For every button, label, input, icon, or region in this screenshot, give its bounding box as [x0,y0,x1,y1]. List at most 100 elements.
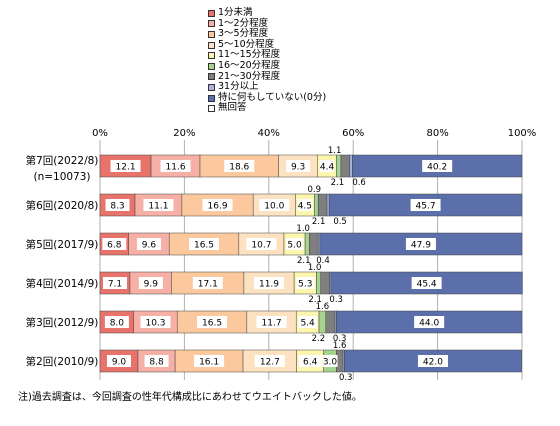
data-label: 10.7 [251,241,271,251]
data-label-box [254,277,285,289]
data-label-box [104,316,129,328]
data-label: 6.8 [107,241,122,251]
data-label: 6.4 [303,358,318,368]
data-label-box [246,238,277,250]
data-label-box [322,355,338,367]
data-label: 0.3 [339,373,353,383]
data-label: 45.7 [416,202,436,212]
bar-segment [318,310,327,334]
data-label: 1.6 [333,341,347,351]
data-label-box [102,238,127,250]
data-label: 9.0 [112,358,127,368]
data-label-box [422,160,453,172]
footnote: 注)過去調査は、今回調査の性年代構成比にあわせてウエイトバックした値。 [18,392,362,403]
bar-segment [317,232,321,256]
data-label-box [189,238,220,250]
bar-segment [316,271,321,295]
bar-segment [314,193,319,217]
data-label: 2.1 [308,295,322,305]
legend-entry: 16～20分程度 [208,59,326,72]
bar-segment [317,193,328,217]
data-label-box [136,238,161,250]
bar-segment [340,154,351,178]
x-tick-label: 20% [173,128,195,139]
legend-entry: 1分未満 [208,7,326,19]
data-label-box [110,160,141,172]
data-label: 5.3 [298,280,312,290]
legend-entry: 31分以上 [208,82,326,93]
legend-swatch [208,9,215,17]
legend-label: 21～30分程度 [218,70,281,82]
legend-label: 1分未満 [218,7,253,18]
data-label-box [298,355,322,367]
data-label: 9.9 [144,280,159,290]
data-label: 16.1 [199,358,219,368]
legend-swatch [208,52,215,60]
data-label: 8.3 [110,202,124,212]
data-label: 5.4 [300,319,315,329]
x-tick-label: 100% [508,128,537,139]
data-label: 10.0 [264,202,284,212]
data-label: 12.1 [116,163,136,173]
category-label: 第3回(2012/9) [26,316,99,329]
data-label: 42.0 [423,358,443,368]
data-label-box [143,199,174,211]
data-label: 2.1 [331,178,345,188]
category-labels: 第7回(2022/8) (n=10073) 第6回(2020/8) 第5回(2017/… [26,154,99,368]
data-label: 2.1 [297,256,311,266]
category-label: 第4回(2014/9) [26,277,99,290]
legend-swatch [208,41,215,49]
legend: 1分未満 1～2分程度 3～5分程度 5～10分程度 11～15分程度 16～20分程度 2… [208,7,327,114]
x-tick-label: 40% [258,128,280,139]
legend-label: 特に何もしていない(0分) [218,91,327,103]
category-label: 第7回(2022/8) [26,154,99,167]
data-label: 11.9 [259,280,279,290]
legend-swatch [208,105,215,113]
legend-label: 31分以上 [218,81,259,93]
data-label-box [160,160,191,172]
legend-label: 1～2分程度 [218,17,269,29]
data-label: 8.8 [149,358,164,368]
legend-label: 11～15分程度 [218,49,281,61]
legend-label: 16～20分程度 [218,59,281,71]
data-label: 12.7 [260,358,280,368]
data-label: 2.1 [312,217,326,227]
x-axis-ticks: 0% 20% 40% 60% 80% 100% [92,128,536,139]
data-label: 8.0 [110,319,125,329]
legend-entry: 3～5分程度 [208,29,326,40]
category-label: 第2回(2010/9) [26,355,99,368]
legend-swatch [208,30,215,38]
data-label-box [256,316,287,328]
category-label: 第6回(2020/8) [26,199,99,212]
bar-segment [349,154,353,178]
data-label: 11.6 [166,163,186,173]
legend-label: 5～10分程度 [218,38,275,50]
bar-segment [325,310,336,334]
data-label: 5.0 [287,241,302,251]
data-label: 0.9 [308,185,322,195]
data-label: 9.3 [291,163,305,173]
data-label: 0.3 [333,334,347,344]
data-label-box [144,355,169,367]
data-label-box [259,199,290,211]
legend-swatch [208,62,215,70]
data-label: 11.1 [148,202,168,212]
data-label: 0.4 [316,256,330,266]
data-label-box [106,355,131,367]
x-tick-label: 0% [92,128,108,139]
data-label-box [192,277,223,289]
data-label: 1.6 [316,302,330,312]
bar-segment [304,232,310,256]
data-label-box [140,316,171,328]
data-label-box [319,160,335,172]
data-label-box [254,355,285,367]
data-label: 1.0 [296,224,310,234]
legend-entry: 無回答 [208,103,326,114]
data-label: 7.1 [108,280,122,290]
data-label-box [405,238,436,250]
data-label: 0.5 [333,217,347,227]
data-labels: 12.1 11.6 18.6 9.3 4.4 1.1 2.1 0.6 40.2 8.3 11.1 16… [102,146,453,383]
data-label: 44.0 [419,319,439,329]
data-label: 40.2 [427,163,447,173]
